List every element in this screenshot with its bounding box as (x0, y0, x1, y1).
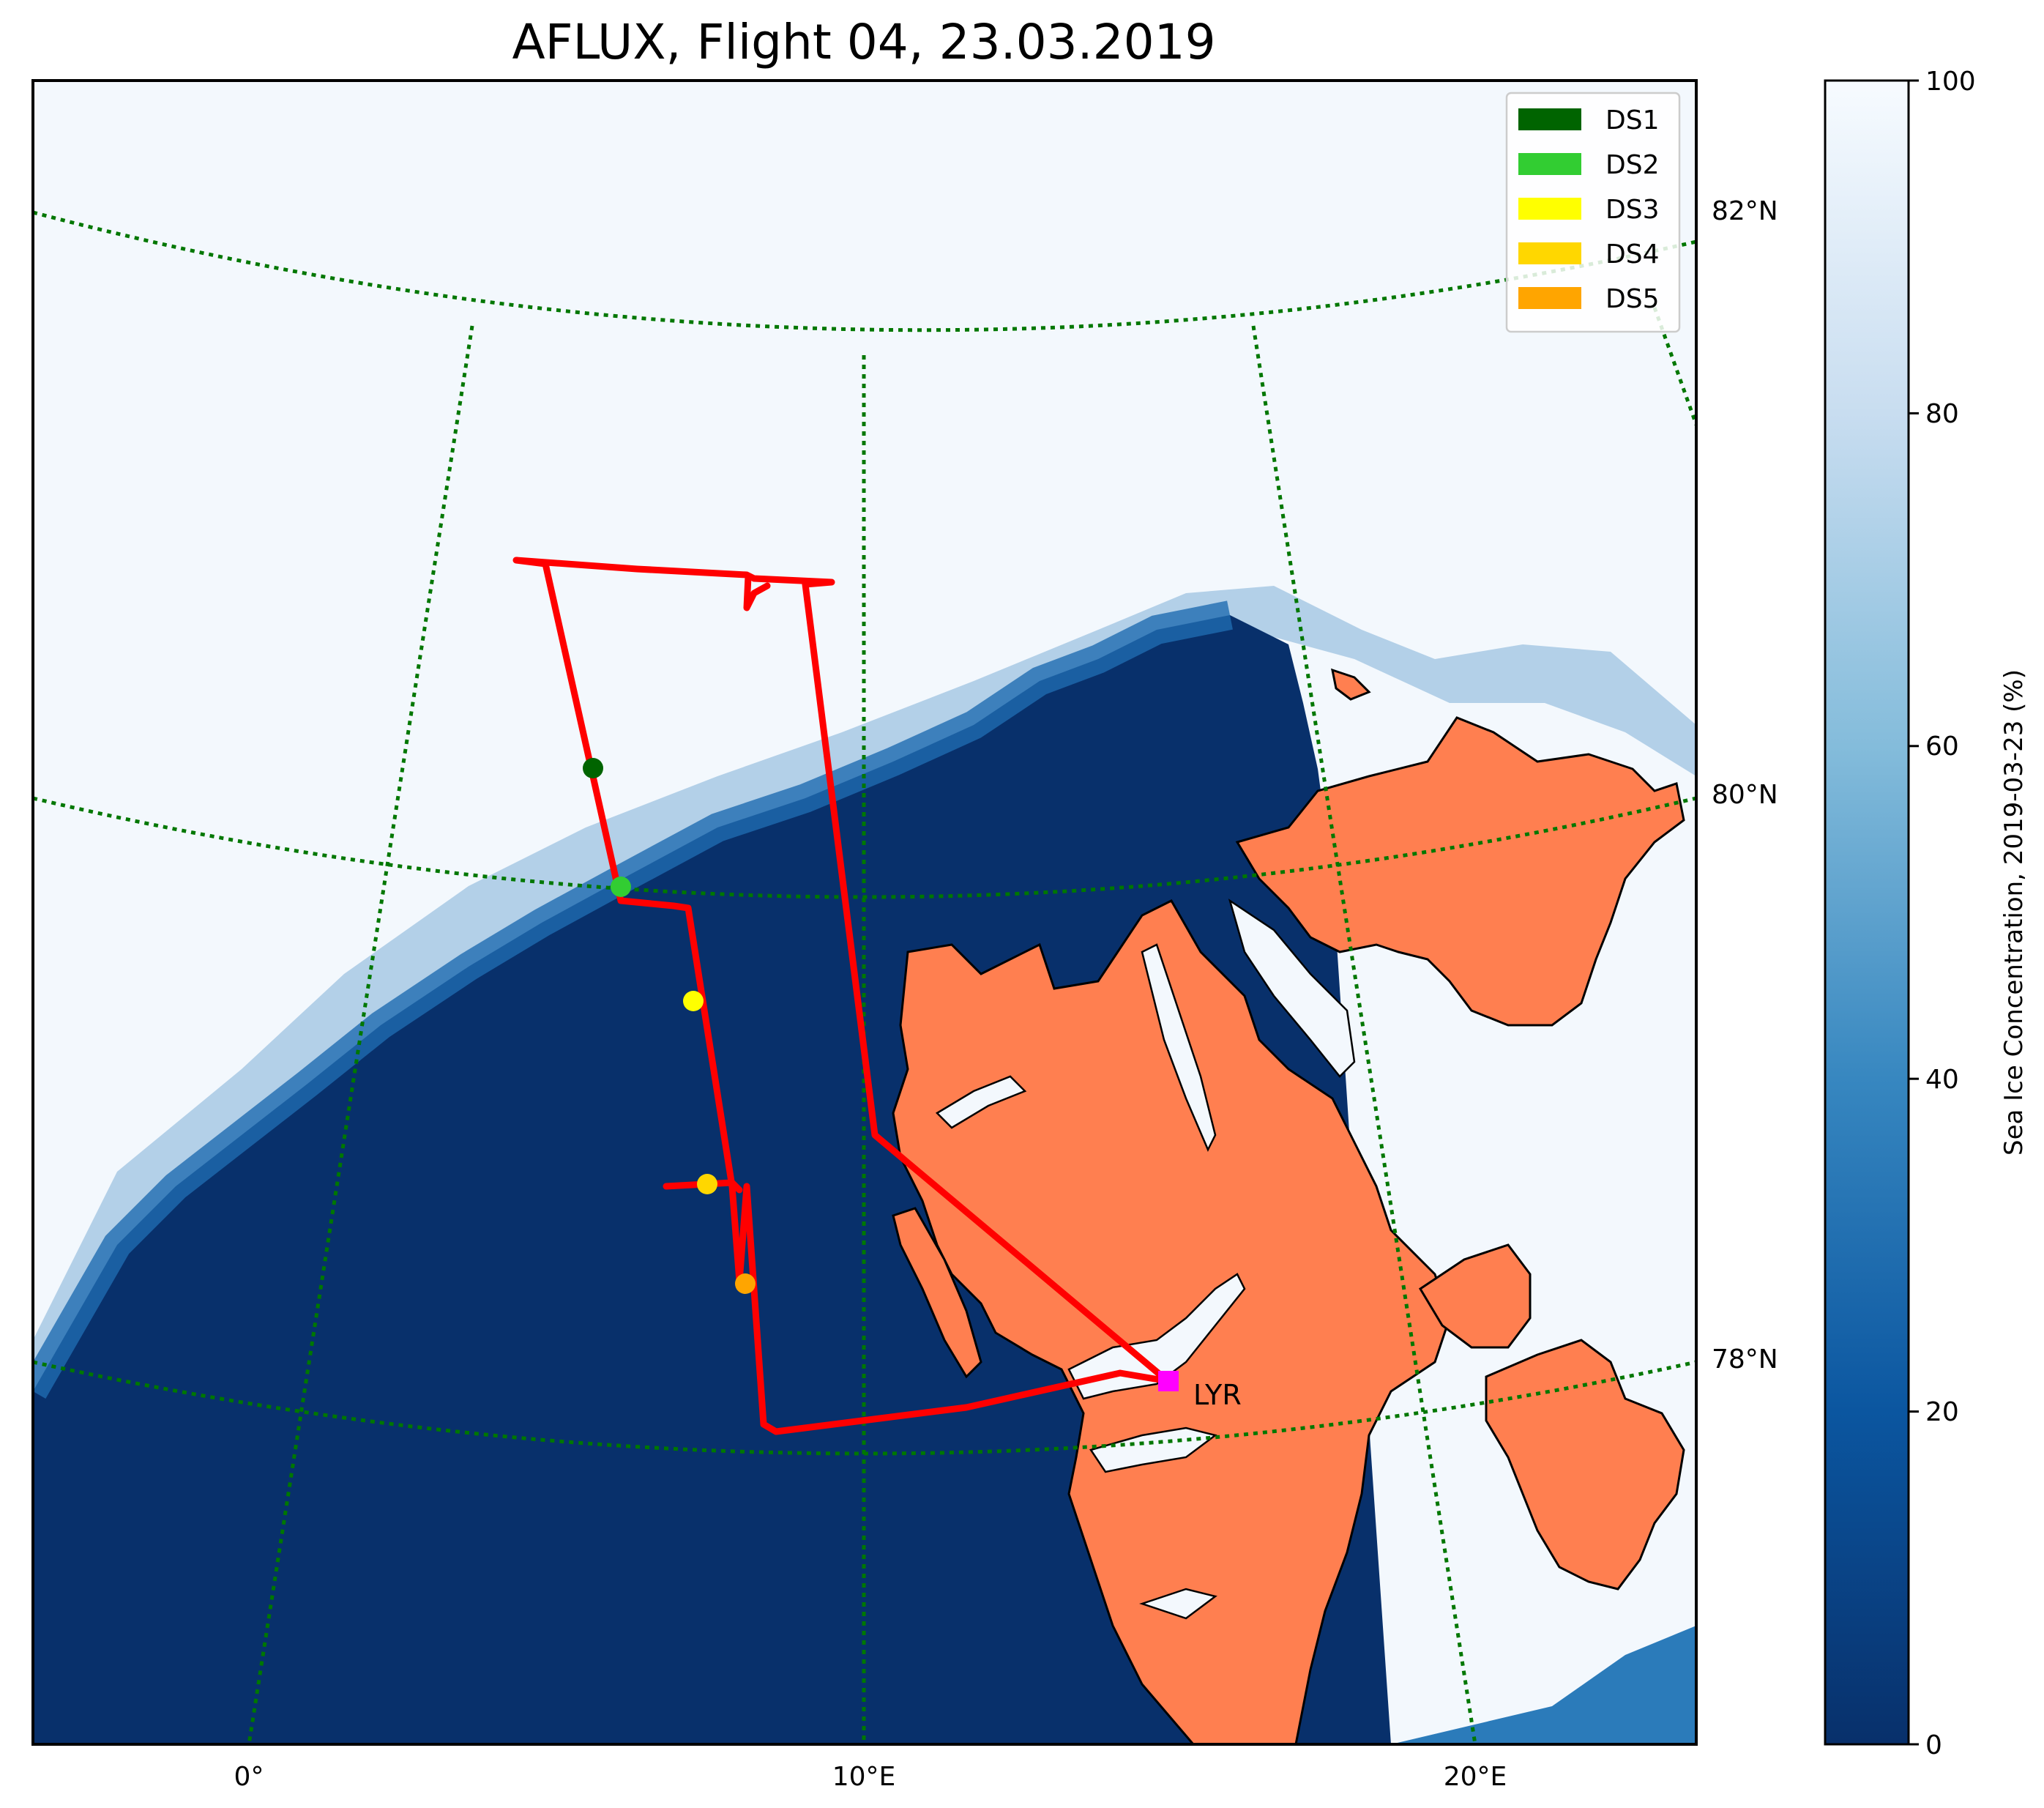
map-title: AFLUX, Flight 04, 23.03.2019 (512, 14, 1215, 70)
flight-track-wiggle (743, 573, 771, 611)
legend-box (1505, 92, 1681, 333)
isfjorden (1067, 1273, 1246, 1400)
dropsonde-ds5[interactable] (735, 1273, 756, 1294)
dropsonde-ds2[interactable] (611, 877, 631, 897)
airport-marker[interactable] (1158, 1371, 1179, 1391)
prins-karls-forland (892, 1207, 982, 1379)
legend-swatch-ds4 (1518, 242, 1581, 264)
van-mijenfjorden (1089, 1426, 1217, 1473)
colorbar: 0 20 40 60 80 100 Sea Ice Concentration,… (1824, 67, 2029, 1760)
parallel-80n (33, 796, 1696, 899)
dropsonde-ds4[interactable] (697, 1174, 717, 1194)
airport-label: LYR (1193, 1379, 1242, 1411)
legend: DS1 DS2 DS3 DS4 DS5 (1505, 92, 1681, 333)
spitsbergen-island (892, 899, 1451, 1744)
legend-label-ds4: DS4 (1605, 239, 1659, 269)
dropsondes (583, 758, 756, 1294)
colorbar-tick-0: 0 (1925, 1730, 1942, 1760)
colorbar-tick-100: 100 (1925, 67, 1976, 97)
legend-label-ds3: DS3 (1605, 195, 1659, 225)
edgeoya-island (1485, 1339, 1685, 1591)
colorbar-gradient (1824, 79, 1910, 1746)
lon-label-20e: 20°E (1444, 1762, 1507, 1792)
southeast-ice-edge (1391, 1626, 1696, 1744)
legend-swatch-ds3 (1518, 198, 1581, 220)
lat-label-80n: 80°N (1712, 780, 1778, 810)
meridian-0 (247, 325, 474, 1744)
colorbar-label: Sea Ice Concentration, 2019-03-23 (%) (1999, 669, 2029, 1156)
parallel-82n (33, 210, 1696, 332)
legend-label-ds1: DS1 (1605, 105, 1659, 135)
colorbar-tick-80: 80 (1925, 399, 1959, 429)
hornsund (1139, 1588, 1217, 1620)
map-panel (33, 81, 1696, 1744)
svalbard-land (892, 668, 1685, 1744)
legend-label-ds5: DS5 (1605, 284, 1659, 314)
colorbar-tick-20: 20 (1925, 1397, 1959, 1427)
lon-label-0: 0° (234, 1762, 264, 1792)
graticule (33, 210, 1696, 1744)
map-frame (31, 79, 1698, 1746)
northern-islet (1331, 668, 1371, 701)
flight-track-side-leg (663, 1179, 743, 1194)
flight-track (512, 557, 1171, 1435)
flight-track-line (512, 557, 1171, 1435)
hinlopen-strait (1228, 899, 1356, 1078)
legend-swatch-ds5 (1518, 287, 1581, 309)
barentsoya-island (1418, 1243, 1532, 1349)
fjords (935, 899, 1356, 1620)
dropsonde-ds1[interactable] (583, 758, 603, 778)
colorbar-ticks (1909, 79, 1919, 1746)
lat-label-78n: 78°N (1712, 1344, 1778, 1374)
lon-label-10e: 10°E (832, 1762, 896, 1792)
legend-label-ds2: DS2 (1605, 150, 1659, 180)
colorbar-tick-40: 40 (1925, 1065, 1959, 1095)
legend-swatch-ds2 (1518, 153, 1581, 175)
colorbar-tick-60: 60 (1925, 732, 1959, 762)
dropsonde-ds3[interactable] (683, 991, 704, 1011)
lat-label-82n: 82°N (1712, 196, 1778, 226)
meridian-10e (1251, 325, 1477, 1744)
legend-swatch-ds1 (1518, 108, 1581, 130)
kongsfjorden (935, 1075, 1027, 1129)
wijdefjorden (1141, 943, 1217, 1152)
